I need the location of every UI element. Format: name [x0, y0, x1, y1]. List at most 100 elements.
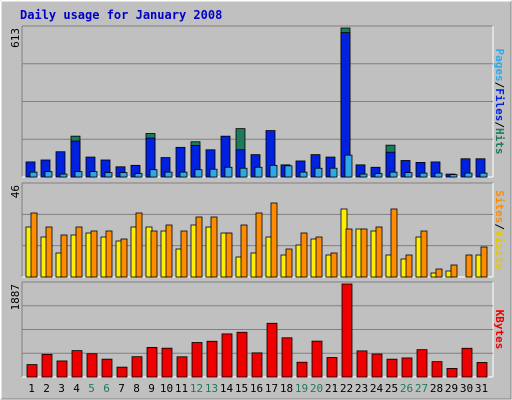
- bar-pages: [209, 168, 218, 178]
- bar-kbytes: [386, 358, 398, 378]
- bar-pages: [134, 173, 143, 178]
- bar-pages: [59, 173, 68, 178]
- bar-pages: [419, 172, 428, 178]
- bar-pages: [149, 169, 158, 178]
- x-tick-label: 10: [160, 382, 173, 395]
- bar-kbytes: [266, 322, 278, 378]
- bar-sites: [345, 228, 353, 278]
- bar-kbytes: [206, 340, 218, 378]
- bar-pages: [164, 171, 173, 178]
- bar-pages: [329, 167, 338, 178]
- bar-pages: [374, 173, 383, 178]
- legend-sites: Sites: [493, 190, 506, 223]
- bar-kbytes: [296, 361, 308, 378]
- bar-pages: [44, 171, 53, 178]
- x-tick-label: 28: [430, 382, 443, 395]
- bar-kbytes: [191, 342, 203, 378]
- bar-kbytes: [236, 331, 248, 378]
- x-tick-label: 7: [118, 382, 125, 395]
- x-tick-label: 15: [235, 382, 248, 395]
- bar-pages: [389, 171, 398, 178]
- x-tick-label: 4: [73, 382, 80, 395]
- legend-kbytes: KBytes: [493, 310, 506, 350]
- bar-kbytes: [56, 360, 68, 378]
- bar-kbytes: [341, 283, 353, 378]
- x-tick-label: 9: [148, 382, 155, 395]
- bar-sites: [270, 202, 278, 278]
- legend-hits: Hits: [493, 128, 506, 155]
- bar-kbytes: [251, 352, 263, 378]
- bar-kbytes: [356, 350, 368, 378]
- bar-sites: [195, 216, 203, 278]
- bar-sites: [435, 268, 443, 278]
- bar-pages: [239, 167, 248, 178]
- bar-sites: [90, 230, 98, 278]
- legend-separator: /: [493, 223, 506, 230]
- bar-sites: [480, 246, 488, 278]
- x-tick-label: 29: [445, 382, 458, 395]
- bar-pages: [284, 165, 293, 178]
- bar-pages: [119, 172, 128, 178]
- x-tick-label: 26: [400, 382, 413, 395]
- bar-kbytes: [146, 347, 158, 378]
- bar-pages: [194, 169, 203, 178]
- bar-sites: [390, 208, 398, 278]
- bar-sites: [105, 230, 113, 278]
- x-tick-label: 13: [205, 382, 218, 395]
- x-tick-label: 22: [340, 382, 353, 395]
- bar-pages: [299, 171, 308, 178]
- bar-kbytes: [116, 366, 128, 378]
- series-legend-label: Sites/Visits: [493, 190, 506, 270]
- x-tick-label: 21: [325, 382, 338, 395]
- x-tick-label: 19: [295, 382, 308, 395]
- chart-title: Daily usage for January 2008: [20, 8, 222, 22]
- x-tick-label: 20: [310, 382, 323, 395]
- legend-separator: /: [493, 121, 506, 128]
- bar-pages: [179, 171, 188, 178]
- y-axis-max-label: 613: [9, 28, 22, 48]
- bar-files: [55, 151, 66, 178]
- series-legend-label: KBytes: [493, 310, 506, 350]
- bar-pages: [404, 172, 413, 178]
- x-tick-label: 11: [175, 382, 188, 395]
- bar-pages: [344, 154, 353, 178]
- bar-sites: [60, 234, 68, 278]
- x-tick-label: 8: [133, 382, 140, 395]
- x-tick-label: 14: [220, 382, 234, 395]
- bar-sites: [450, 264, 458, 278]
- bar-pages: [104, 172, 113, 178]
- bar-kbytes: [161, 347, 173, 378]
- bar-kbytes: [101, 358, 113, 378]
- bar-sites: [180, 230, 188, 278]
- bar-sites: [240, 224, 248, 278]
- bar-sites: [30, 212, 38, 278]
- bar-sites: [225, 232, 233, 278]
- bar-kbytes: [461, 347, 473, 378]
- x-tick-label: 30: [460, 382, 473, 395]
- x-tick-label: 2: [43, 382, 50, 395]
- bar-kbytes: [371, 353, 383, 378]
- x-tick-label: 12: [190, 382, 203, 395]
- x-tick-label: 5: [88, 382, 95, 395]
- bar-sites: [75, 226, 83, 278]
- bar-sites: [135, 212, 143, 278]
- y-axis-max-label: 1887: [9, 284, 22, 311]
- bar-pages: [314, 167, 323, 178]
- bar-pages: [224, 166, 233, 178]
- bar-pages: [89, 171, 98, 178]
- series-legend-label: Pages/Files/Hits: [493, 49, 506, 155]
- x-tick-label: 23: [355, 382, 368, 395]
- bar-sites: [375, 226, 383, 278]
- bar-sites: [150, 230, 158, 278]
- bar-kbytes: [416, 349, 428, 378]
- bar-kbytes: [446, 368, 458, 378]
- bar-pages: [269, 164, 278, 178]
- bar-kbytes: [221, 333, 233, 378]
- legend-pages: Pages: [493, 49, 506, 82]
- chart-panel-3: 1887 KBytes: [9, 281, 506, 378]
- day-labels: 1 2 3 4 5 6 7 8 9 10 11 12 13 14 15 16 17 18 19 20 21 22 23 24 2…: [28, 382, 488, 395]
- legend-files: Files: [493, 88, 506, 121]
- bar-sites: [300, 232, 308, 278]
